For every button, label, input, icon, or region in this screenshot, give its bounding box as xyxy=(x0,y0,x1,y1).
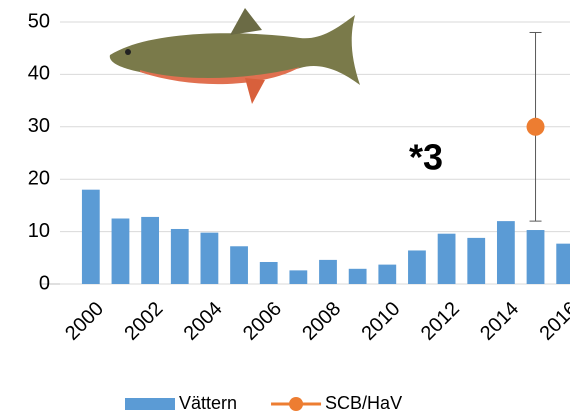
point xyxy=(526,117,545,136)
bar xyxy=(408,250,426,284)
x-tick-label: 2014 xyxy=(476,298,523,345)
bar xyxy=(526,230,545,284)
bar xyxy=(556,243,570,284)
x-tick-label: 2016 xyxy=(535,298,570,345)
x-tick-label: 2002 xyxy=(120,298,167,345)
legend-label: SCB/HaV xyxy=(325,393,402,413)
x-tick-label: 2004 xyxy=(180,298,227,345)
bar xyxy=(437,233,456,284)
bar xyxy=(81,189,100,284)
bar xyxy=(467,237,486,284)
bar xyxy=(230,246,248,284)
bar xyxy=(170,228,189,284)
legend-swatch xyxy=(125,398,175,410)
x-tick-label: 2012 xyxy=(417,298,464,345)
bar xyxy=(378,264,397,284)
bar xyxy=(259,261,278,284)
x-tick-label: 2000 xyxy=(61,298,108,345)
bar xyxy=(348,268,367,284)
bar xyxy=(141,216,160,284)
bar xyxy=(111,218,130,284)
bar xyxy=(289,270,308,284)
bar xyxy=(496,221,515,284)
legend-label: Vättern xyxy=(179,393,237,413)
x-tick-label: 2006 xyxy=(239,298,286,345)
legend-swatch xyxy=(289,397,304,411)
fish-illustration xyxy=(109,8,360,104)
y-tick-label: 0 xyxy=(39,272,50,294)
y-tick-label: 50 xyxy=(28,10,50,32)
y-tick-label: 40 xyxy=(28,63,50,85)
y-tick-label: 10 xyxy=(28,220,50,242)
annotation: *3 xyxy=(409,137,443,178)
bar xyxy=(200,232,219,284)
x-tick-label: 2008 xyxy=(298,298,345,345)
x-tick-label: 2010 xyxy=(358,298,405,345)
bar xyxy=(319,259,337,284)
y-tick-label: 30 xyxy=(28,115,50,137)
y-tick-label: 20 xyxy=(28,167,50,189)
